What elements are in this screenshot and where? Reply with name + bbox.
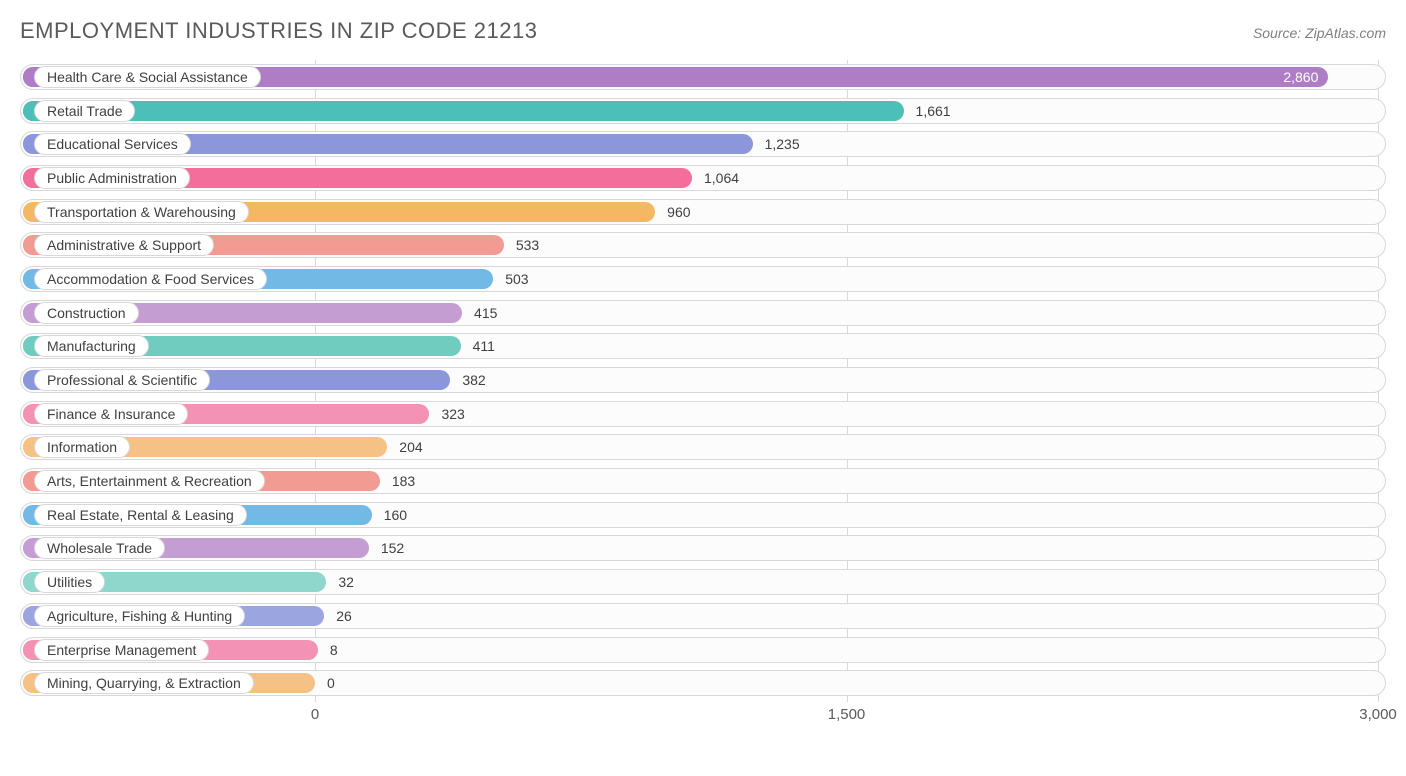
bar-label-pill: Agriculture, Fishing & Hunting: [34, 605, 245, 627]
bar-row: Information 204: [20, 431, 1386, 465]
bar-value: 183: [392, 473, 415, 489]
bar-value: 26: [336, 608, 352, 624]
bar-row: Public Administration 1,064: [20, 161, 1386, 195]
bar-label-pill: Wholesale Trade: [34, 537, 165, 559]
bar-row: Mining, Quarrying, & Extraction 0: [20, 666, 1386, 700]
bar-row: Utilities 32: [20, 565, 1386, 599]
bar-label-pill: Construction: [34, 302, 139, 324]
bar-value: 415: [474, 305, 497, 321]
bar-value: 533: [516, 237, 539, 253]
x-axis: 01,5003,000: [20, 700, 1386, 738]
bar-label-pill: Accommodation & Food Services: [34, 268, 267, 290]
chart-title: EMPLOYMENT INDUSTRIES IN ZIP CODE 21213: [20, 18, 538, 44]
bar-value: 2,860: [1283, 69, 1318, 85]
source-name: ZipAtlas.com: [1305, 25, 1386, 41]
chart-header: EMPLOYMENT INDUSTRIES IN ZIP CODE 21213 …: [20, 18, 1386, 44]
bar-label-pill: Real Estate, Rental & Leasing: [34, 504, 247, 526]
chart-source: Source: ZipAtlas.com: [1253, 25, 1386, 41]
x-tick: 0: [311, 706, 319, 723]
bar-row: Manufacturing 411: [20, 330, 1386, 364]
bar-label-pill: Mining, Quarrying, & Extraction: [34, 672, 254, 694]
bar-value: 411: [473, 338, 495, 354]
bar-value: 960: [667, 204, 690, 220]
bar-value: 204: [399, 439, 422, 455]
bar-label-pill: Transportation & Warehousing: [34, 201, 249, 223]
bar-label-pill: Arts, Entertainment & Recreation: [34, 470, 265, 492]
bar-value: 1,235: [765, 136, 800, 152]
bar-value: 8: [330, 642, 338, 658]
chart-area: Health Care & Social Assistance 2,860 Reta…: [20, 60, 1386, 740]
bar-label-pill: Information: [34, 436, 130, 458]
bar-value: 152: [381, 540, 404, 556]
bar-row: Transportation & Warehousing 960: [20, 195, 1386, 229]
bar-value: 32: [338, 574, 354, 590]
bar-value: 503: [505, 271, 528, 287]
bar-label-pill: Enterprise Management: [34, 639, 209, 661]
bar-label-pill: Professional & Scientific: [34, 369, 210, 391]
x-tick: 1,500: [828, 706, 866, 723]
bar-row: Construction 415: [20, 296, 1386, 330]
bar-row: Finance & Insurance 323: [20, 397, 1386, 431]
bar-row: Arts, Entertainment & Recreation 183: [20, 464, 1386, 498]
bar-row: Accommodation & Food Services 503: [20, 262, 1386, 296]
bar-row: Professional & Scientific 382: [20, 363, 1386, 397]
bar-label-pill: Public Administration: [34, 167, 190, 189]
bar-value: 1,661: [916, 103, 951, 119]
bar-row: Enterprise Management 8: [20, 633, 1386, 667]
bar-value: 323: [441, 406, 464, 422]
bar-label-pill: Administrative & Support: [34, 234, 214, 256]
bar-row: Wholesale Trade 152: [20, 532, 1386, 566]
bars-container: Health Care & Social Assistance 2,860 Reta…: [20, 60, 1386, 700]
bar-value: 382: [462, 372, 485, 388]
bar-row: Administrative & Support 533: [20, 228, 1386, 262]
bar-label-pill: Educational Services: [34, 133, 191, 155]
bar-row: Educational Services 1,235: [20, 127, 1386, 161]
bar-label-pill: Finance & Insurance: [34, 403, 188, 425]
bar-label-pill: Utilities: [34, 571, 105, 593]
bar-value: 1,064: [704, 170, 739, 186]
source-prefix: Source:: [1253, 25, 1305, 41]
x-tick: 3,000: [1359, 706, 1397, 723]
bar-row: Agriculture, Fishing & Hunting 26: [20, 599, 1386, 633]
bar-row: Health Care & Social Assistance 2,860: [20, 60, 1386, 94]
bar-value: 160: [384, 507, 407, 523]
bar-label-pill: Retail Trade: [34, 100, 135, 122]
bar-label-pill: Manufacturing: [34, 335, 149, 357]
bar-value: 0: [327, 675, 335, 691]
bar-row: Real Estate, Rental & Leasing 160: [20, 498, 1386, 532]
bar-label-pill: Health Care & Social Assistance: [34, 66, 261, 88]
bar-fill: [23, 101, 904, 121]
bar-row: Retail Trade 1,661: [20, 94, 1386, 128]
